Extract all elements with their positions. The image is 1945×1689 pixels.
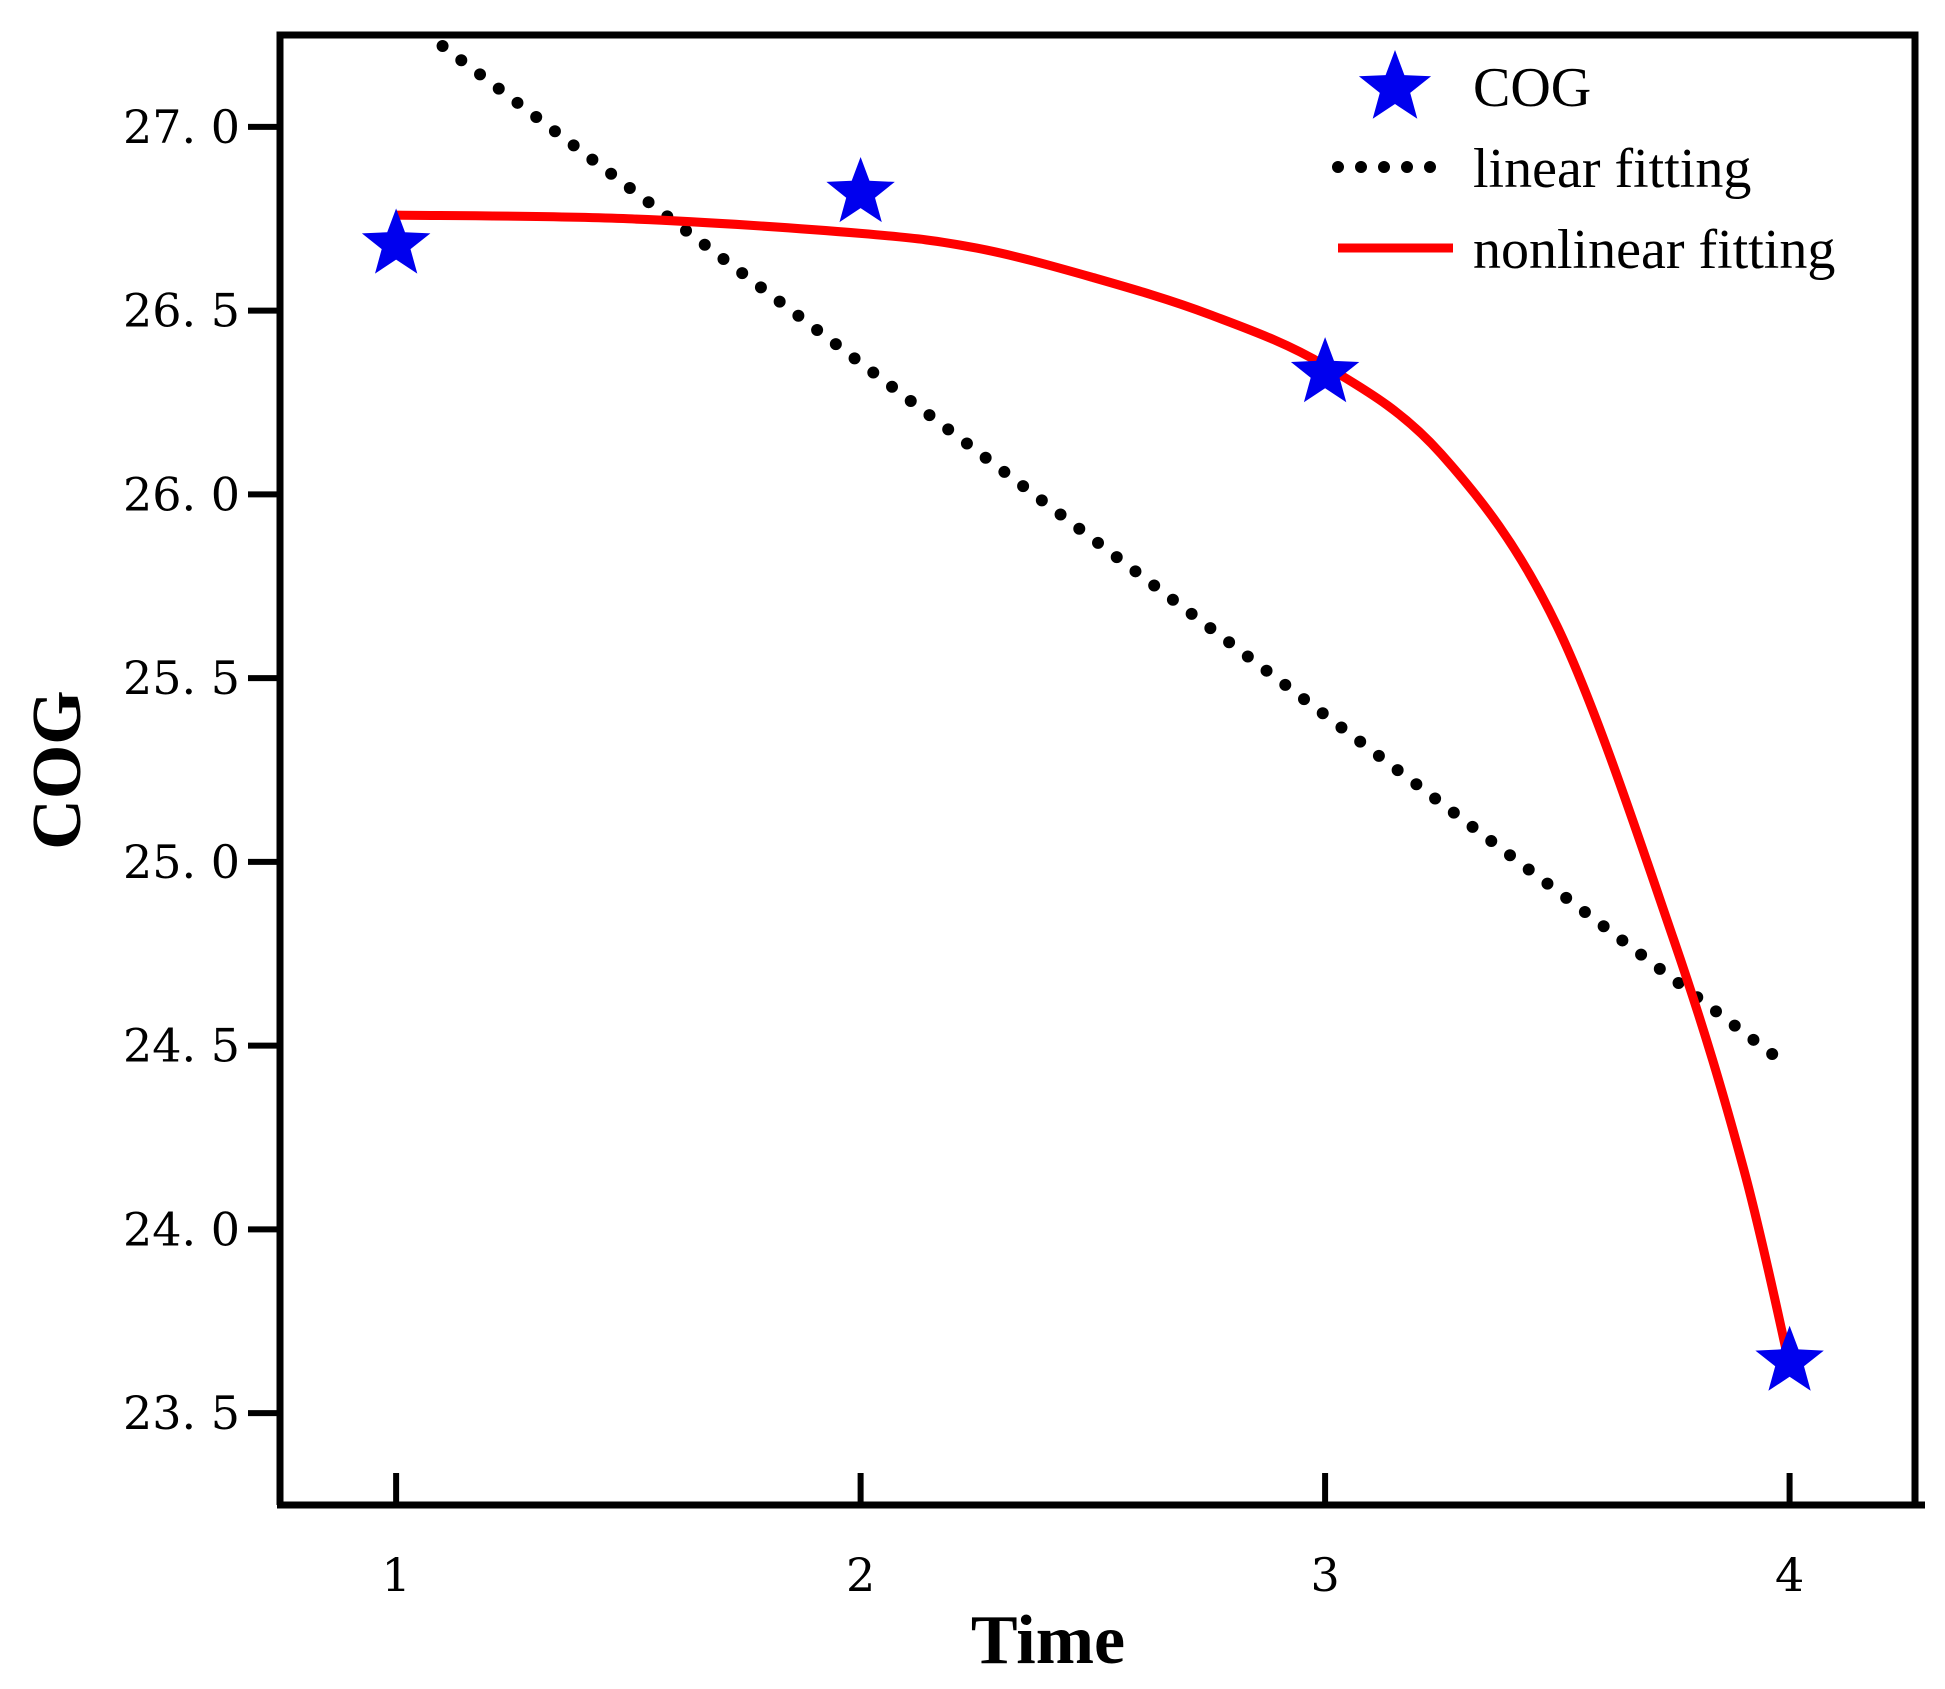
y-tick-label: 25. 0 <box>123 835 240 889</box>
legend-item-cog: COG <box>1358 50 1591 119</box>
cog-star-point <box>361 208 431 274</box>
cog-star-point <box>826 157 895 223</box>
cog-star-point <box>1755 1325 1824 1391</box>
legend-label-cog: COG <box>1473 57 1591 119</box>
x-tick-label: 2 <box>846 1548 875 1602</box>
x-tick-label: 4 <box>1775 1548 1804 1602</box>
x-tick-label: 3 <box>1310 1548 1339 1602</box>
nonlinear-fit-curve <box>396 210 1794 1367</box>
linear-fit-line <box>436 40 1782 1063</box>
plot-layer <box>361 40 1824 1391</box>
y-tick-label: 23. 5 <box>123 1386 240 1440</box>
y-tick-label: 24. 5 <box>123 1019 240 1073</box>
legend-item-nonlinear: nonlinear fitting <box>1338 219 1835 281</box>
legend-label-linear: linear fitting <box>1473 138 1751 200</box>
y-tick-label: 27. 0 <box>123 100 240 154</box>
plot-frame <box>276 31 1919 1505</box>
cog-star-point <box>1290 337 1360 403</box>
axes-layer: 23. 5 24. 0 24. 5 25. 0 25. 5 26. 0 26. 5 27. 0… <box>123 31 1925 1602</box>
legend-star-marker <box>1358 50 1432 119</box>
legend-label-nonlinear: nonlinear fitting <box>1473 219 1835 281</box>
x-axis-title: Time <box>971 1602 1125 1679</box>
y-axis-title: COG <box>19 690 96 849</box>
legend: COG linear fitting nonlinear fitting <box>1332 50 1835 281</box>
y-tick-label: 24. 0 <box>123 1202 240 1256</box>
legend-item-linear: linear fitting <box>1332 138 1751 200</box>
x-tick-label: 1 <box>381 1548 410 1602</box>
y-tick-label: 25. 5 <box>123 651 240 705</box>
y-tick-label: 26. 0 <box>123 467 240 521</box>
y-tick-label: 26. 5 <box>123 284 240 338</box>
